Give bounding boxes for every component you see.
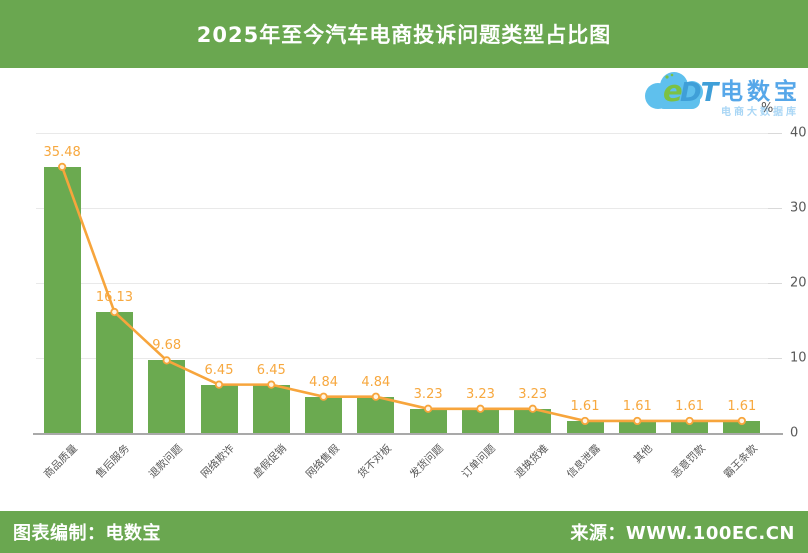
- gridline: [36, 133, 768, 134]
- value-label: 1.61: [727, 398, 757, 414]
- x-axis-label-售后服务: 售后服务: [94, 442, 133, 481]
- bar-霸王条款: [723, 420, 761, 433]
- x-axis-label-退款问题: 退款问题: [146, 442, 185, 481]
- gridline: [36, 283, 768, 284]
- bar-商品质量: [43, 166, 81, 433]
- bar-恶意罚款: [671, 420, 709, 433]
- value-label: 1.61: [675, 398, 705, 414]
- gridline: [36, 208, 768, 209]
- x-axis-label-网络售假: 网络售假: [303, 442, 342, 481]
- bar-订单问题: [461, 408, 499, 433]
- y-tick-mark: [768, 208, 782, 209]
- bar-退款问题: [148, 360, 186, 433]
- x-axis-label-退换货难: 退换货难: [512, 442, 551, 481]
- value-label: 3.23: [413, 386, 443, 402]
- y-axis-tick-label: 40: [790, 125, 807, 141]
- bar-网络欺诈: [200, 384, 238, 433]
- logo-letter-e: e: [663, 74, 683, 108]
- footer-band: 图表编制：电数宝 来源：WWW.100EC.CN: [0, 511, 808, 553]
- x-axis-label-虚假促销: 虚假促销: [250, 442, 290, 481]
- cloud-icon: [645, 72, 703, 109]
- value-label: 16.13: [95, 290, 134, 306]
- y-axis-tick-label: 0: [790, 425, 799, 441]
- value-label: 35.48: [43, 144, 81, 160]
- value-label: 4.84: [361, 374, 391, 390]
- edt-logo: e DT 电数宝 电商大数据库: [636, 68, 802, 120]
- bar-发货问题: [409, 408, 447, 433]
- bar-退换货难: [514, 408, 552, 433]
- value-label: 1.61: [622, 398, 652, 414]
- header-band: 2025年至今汽车电商投诉问题类型占比图: [0, 0, 808, 68]
- logo-letters-dt: DT: [680, 78, 718, 108]
- bar-其他: [618, 420, 656, 433]
- value-label: 3.23: [518, 386, 548, 402]
- y-tick-mark: [768, 283, 782, 284]
- chart-title: 2025年至今汽车电商投诉问题类型占比图: [196, 23, 612, 47]
- bar-网络售假: [305, 396, 343, 433]
- y-axis-tick-label: 30: [790, 200, 807, 216]
- y-axis-tick-label: 20: [790, 275, 807, 291]
- bar-货不对板: [357, 396, 395, 433]
- x-axis-label-订单问题: 订单问题: [460, 442, 499, 481]
- footer-credit: 图表编制：电数宝: [13, 523, 161, 544]
- x-axis-label-商品质量: 商品质量: [41, 442, 81, 481]
- bar-虚假促销: [252, 384, 290, 433]
- logo-tagline: 电商大数据库: [721, 107, 799, 118]
- y-axis-unit-label: %: [761, 101, 774, 116]
- x-axis-label-发货问题: 发货问题: [407, 442, 447, 481]
- x-axis-label-其他: 其他: [631, 442, 656, 466]
- x-axis-label-货不对板: 货不对板: [355, 442, 394, 481]
- y-tick-mark: [768, 358, 782, 359]
- value-label: 6.45: [256, 362, 286, 378]
- value-label: 1.61: [570, 398, 600, 414]
- x-axis-line: [33, 433, 783, 435]
- value-label: 4.84: [309, 374, 339, 390]
- logo-brand-text: 电数宝: [720, 79, 801, 105]
- value-label: 3.23: [465, 386, 495, 402]
- x-axis-label-信息泄露: 信息泄露: [564, 442, 603, 481]
- bar-售后服务: [95, 312, 133, 433]
- value-label: 6.45: [204, 362, 234, 378]
- x-axis-label-恶意罚款: 恶意罚款: [669, 442, 708, 481]
- bar-信息泄露: [566, 420, 604, 433]
- x-axis-label-霸王条款: 霸王条款: [721, 442, 760, 481]
- footer-source: 来源：WWW.100EC.CN: [570, 523, 795, 544]
- gridline: [36, 358, 768, 359]
- value-label: 9.68: [152, 338, 182, 354]
- y-axis-tick-label: 10: [790, 350, 807, 366]
- x-axis-label-网络欺诈: 网络欺诈: [198, 442, 237, 481]
- y-tick-mark: [768, 133, 782, 134]
